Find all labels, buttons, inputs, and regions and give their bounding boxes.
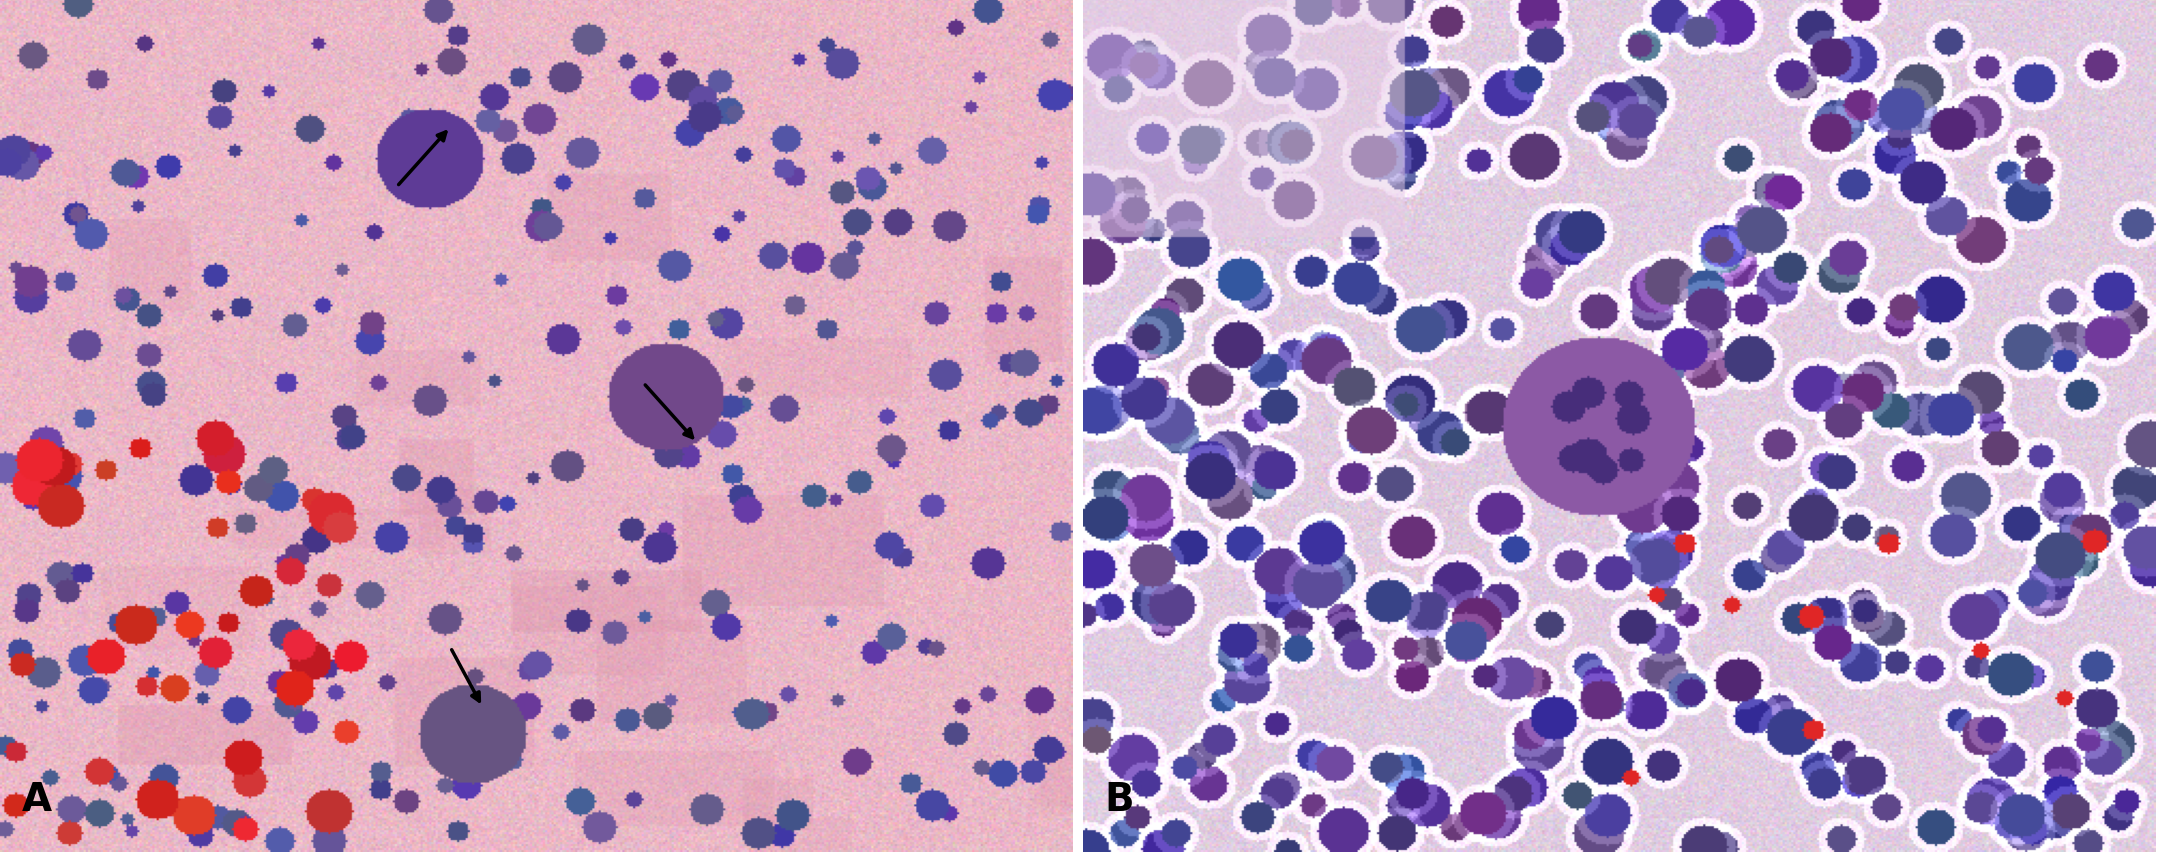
Text: B: B [1105,780,1133,818]
Text: A: A [22,780,52,818]
